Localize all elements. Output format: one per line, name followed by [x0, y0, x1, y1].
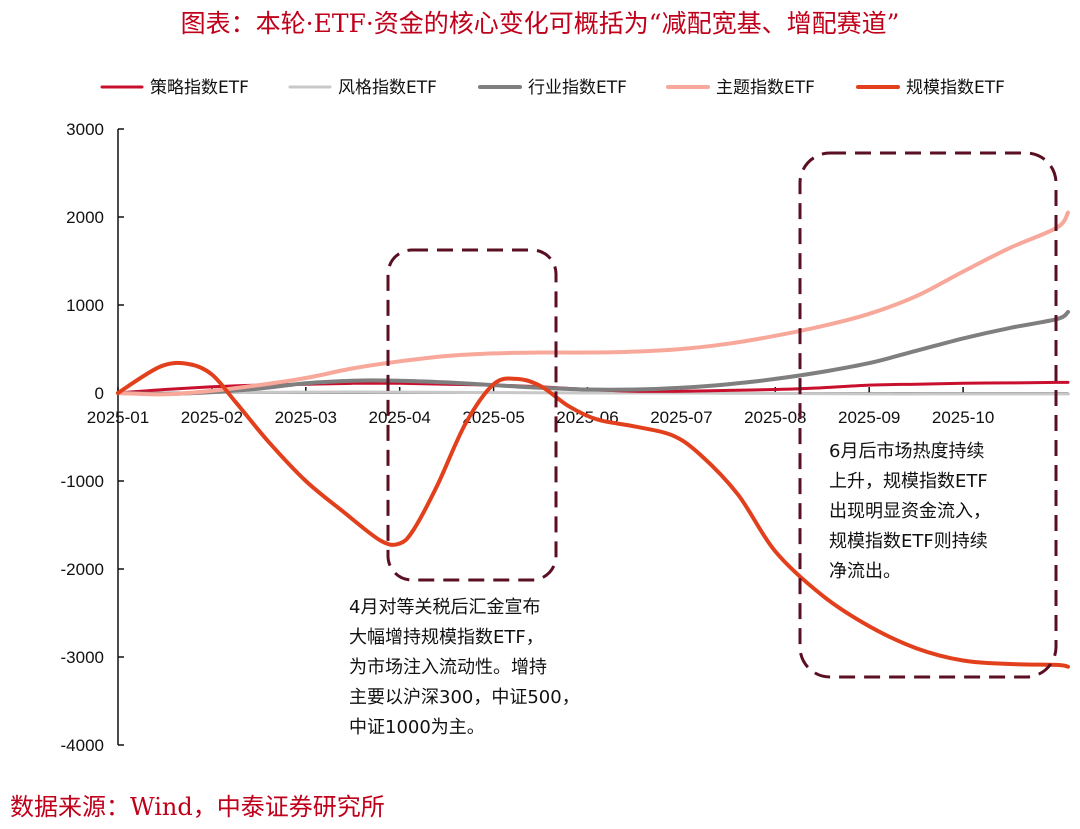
axes: 3000 2000 1000 0 -1000 -2000 -3000 -4000 2025-01…	[61, 120, 1068, 755]
annotation-line: 规模指数ETF则持续	[829, 531, 988, 552]
y-tick-label: 1000	[66, 296, 104, 315]
annotation-text: 6月后市场热度持续上升，规模指数ETF 出现明显资金流入， 规模指数ETF则持续净流…	[829, 441, 991, 582]
legend-label: 规模指数ETF	[906, 78, 1005, 98]
legend-label: 行业指数ETF	[528, 78, 627, 98]
legend-label: 主题指数ETF	[716, 78, 815, 98]
x-tick-label: 2025-04	[369, 408, 431, 427]
legend-label: 风格指数ETF	[338, 78, 437, 98]
y-tick-label: 2000	[66, 208, 104, 227]
annotation-line: 出现明显资金流入，	[829, 501, 991, 522]
series-line-3	[116, 310, 1070, 396]
annotation-line: 上升，规模指数ETF	[829, 471, 988, 492]
annotation-line: 4月对等关税后汇金宣布	[349, 597, 540, 618]
y-tick-label: -4000	[61, 736, 104, 755]
y-tick-label: -1000	[61, 472, 104, 491]
annotation-box-june	[798, 151, 1058, 679]
annotation-boxes	[386, 151, 1058, 679]
annotation-line: 中证1000为主。	[349, 717, 485, 738]
annotation-text: 4月对等关税后汇金宣布大幅增持规模指数ETF， 为市场注入流动性。增持主要以沪深3…	[349, 597, 580, 738]
series-line-2	[116, 390, 1070, 396]
annotation-line: 为市场注入流动性。增持	[349, 657, 547, 678]
legend-label: 策略指数ETF	[150, 78, 249, 98]
annotation-box-april	[386, 248, 558, 582]
y-tick-label: -2000	[61, 560, 104, 579]
x-tick-label: 2025-03	[275, 408, 337, 427]
x-tick-label: 2025-08	[744, 408, 806, 427]
legend: 策略指数ETF 风格指数ETF 行业指数ETF 主题指数ETF 规模指数ETF	[100, 78, 1005, 98]
annotations: 4月对等关税后汇金宣布大幅增持规模指数ETF， 为市场注入流动性。增持主要以沪深3…	[349, 441, 991, 738]
source-note: 数据来源：Wind，中泰证券研究所	[10, 793, 385, 821]
y-tick-label: 3000	[66, 120, 104, 139]
series-line-5	[116, 360, 1070, 669]
x-tick-label: 2025-02	[181, 408, 243, 427]
annotation-line: 大幅增持规模指数ETF，	[349, 627, 544, 648]
chart-title: 图表：本轮·ETF·资金的核心变化可概括为“减配宽基、增配赛道”	[180, 9, 900, 38]
y-tick-label: -3000	[61, 648, 104, 667]
series-lines	[116, 210, 1070, 669]
annotation-line: 6月后市场热度持续	[829, 441, 984, 462]
x-tick-label: 2025-09	[838, 408, 900, 427]
x-tick-label: 2025-05	[462, 408, 524, 427]
annotation-line: 净流出。	[829, 561, 901, 582]
x-tick-label: 2025-01	[87, 408, 149, 427]
x-tick-label: 2025-10	[932, 408, 994, 427]
annotation-line: 主要以沪深300，中证500，	[349, 687, 580, 708]
x-tick-label: 2025-07	[650, 408, 712, 427]
series-line-4	[116, 210, 1070, 397]
y-tick-label: 0	[95, 384, 104, 403]
